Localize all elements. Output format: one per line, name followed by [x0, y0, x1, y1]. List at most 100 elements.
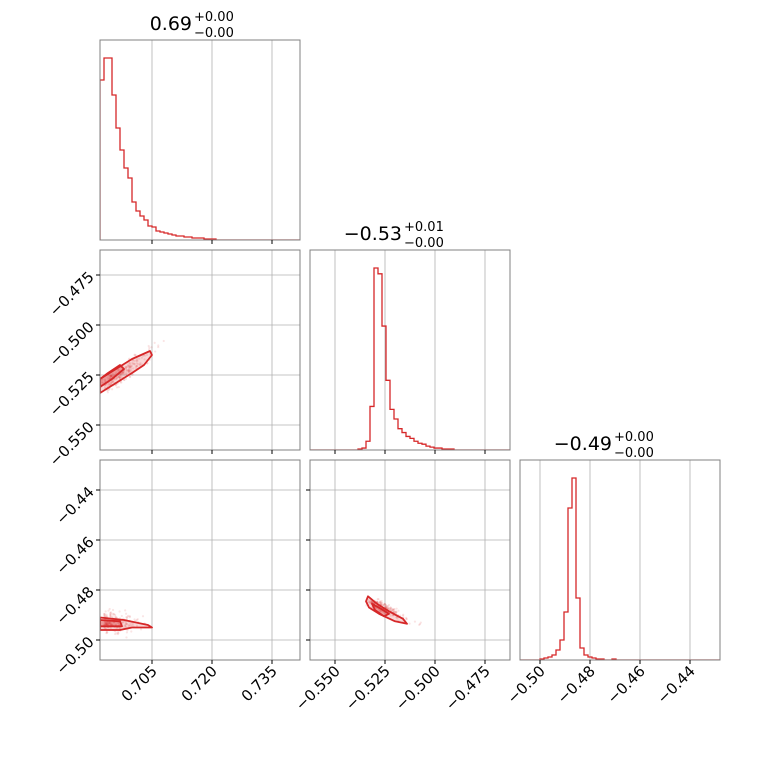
scatter-point — [111, 388, 114, 391]
scatter-point — [384, 606, 388, 609]
y-tick-label: −0.500 — [46, 318, 98, 370]
scatter-point — [119, 373, 122, 376]
histogram-step — [310, 267, 510, 450]
scatter-point — [126, 615, 129, 618]
scatter-point — [393, 608, 396, 611]
title-value: 0.69 — [150, 13, 192, 35]
scatter-point — [128, 375, 131, 378]
scatter-point — [392, 610, 395, 613]
scatter-point — [105, 626, 108, 629]
x-tick-label: 0.735 — [238, 662, 281, 705]
scatter-point — [108, 607, 111, 611]
scatter-point — [109, 621, 112, 624]
scatter-point — [112, 621, 116, 624]
scatter-point — [122, 620, 125, 623]
scatter-point — [110, 374, 113, 377]
scatter-point — [127, 369, 131, 372]
scatter-point — [383, 604, 386, 607]
scatter-point — [123, 378, 126, 382]
scatter-point — [118, 377, 121, 380]
panel-title: −0.53 +0.01−0.00 — [344, 220, 444, 251]
scatter-point — [105, 623, 108, 626]
scatter-point — [125, 369, 129, 372]
scatter-point — [112, 623, 115, 626]
scatter-point — [136, 618, 139, 621]
scatter-point — [111, 372, 114, 375]
scatter-point — [117, 386, 120, 389]
title-value: −0.49 — [554, 433, 612, 455]
scatter-point — [125, 372, 128, 375]
x-tick-label: −0.46 — [604, 662, 649, 707]
scatter-point — [106, 623, 109, 626]
scatter-point — [111, 612, 114, 615]
scatter-point — [136, 359, 139, 362]
scatter-point — [113, 613, 117, 616]
scatter-point — [103, 384, 106, 388]
scatter-point — [367, 600, 370, 604]
panel-content — [520, 477, 720, 660]
scatter-point — [105, 614, 108, 617]
scatter-point — [109, 375, 112, 378]
scatter-point — [392, 609, 395, 612]
x-tick-label: −0.50 — [504, 662, 549, 707]
scatter-point — [135, 362, 138, 365]
scatter-point — [103, 379, 107, 382]
scatter-point — [150, 346, 153, 349]
scatter-point — [370, 600, 374, 604]
panel-content — [365, 595, 422, 626]
scatter-point — [376, 598, 379, 601]
scatter-point — [129, 622, 132, 625]
scatter-point — [157, 345, 160, 349]
scatter-point — [385, 605, 389, 608]
scatter-point — [109, 615, 112, 619]
scatter-point — [129, 362, 132, 365]
scatter-point — [377, 598, 380, 601]
scatter-point — [125, 612, 128, 615]
panel-frame — [519, 459, 721, 661]
scatter-point — [153, 341, 156, 344]
scatter-point — [136, 359, 139, 363]
scatter-point — [127, 364, 130, 367]
scatter-point — [135, 365, 138, 368]
scatter-point — [124, 622, 127, 625]
scatter-point — [121, 373, 124, 376]
scatter-point — [110, 381, 113, 384]
scatter-point — [115, 632, 118, 635]
scatter-point — [109, 612, 112, 615]
scatter-point — [124, 623, 127, 626]
scatter-point — [125, 622, 128, 626]
scatter-point — [115, 377, 118, 380]
scatter-point — [117, 632, 120, 635]
scatter-point — [418, 623, 421, 626]
scatter-point — [135, 365, 138, 368]
scatter-point — [104, 622, 107, 625]
scatter-point — [127, 365, 130, 369]
scatter-point — [105, 631, 109, 634]
scatter-point — [116, 622, 120, 625]
scatter-point — [379, 601, 382, 604]
scatter-point — [114, 384, 117, 387]
scatter-point — [390, 608, 394, 611]
scatter-point — [124, 621, 127, 624]
scatter-point — [127, 369, 130, 372]
scatter-point — [157, 344, 160, 347]
scatter-point — [139, 363, 142, 366]
panel-2-0: 0.705 0.720 0.735 −0.50 −0.48 −0.46 −0.44 — [52, 459, 301, 705]
scatter-point — [106, 621, 109, 624]
scatter-point — [121, 371, 125, 374]
scatter-point — [118, 376, 121, 379]
scatter-point — [395, 611, 398, 614]
scatter-point — [130, 367, 133, 370]
scatter-point — [111, 380, 115, 383]
scatter-point — [121, 621, 124, 624]
panel-content — [310, 267, 510, 450]
x-tick-label: −0.475 — [442, 662, 494, 714]
scatter-point — [381, 604, 385, 607]
scatter-point — [127, 367, 131, 371]
scatter-point — [125, 622, 129, 626]
scatter-point — [134, 354, 138, 357]
scatter-point — [395, 611, 398, 614]
panel-2-2: −0.50 −0.48 −0.46 −0.44 −0.49 +0.00−0.00 — [504, 430, 721, 707]
scatter-point — [408, 622, 411, 625]
scatter-point — [115, 386, 119, 389]
